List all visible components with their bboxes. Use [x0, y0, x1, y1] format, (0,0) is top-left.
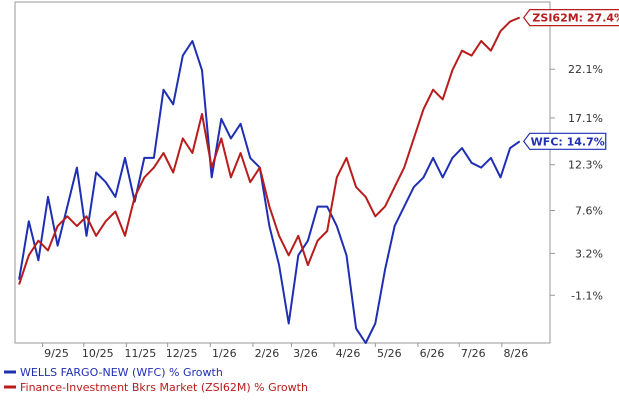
x-tick-label: 1/26: [212, 347, 237, 360]
x-tick-label: 3/26: [293, 347, 318, 360]
x-tick-label: 6/26: [420, 347, 445, 360]
x-tick-label: 8/26: [504, 347, 529, 360]
legend: WELLS FARGO-NEW (WFC) % Growth Finance-In…: [4, 366, 308, 394]
series-end-tag-box: [522, 8, 619, 27]
series-end-tag-0: WFC: 14.7%: [522, 132, 607, 150]
y-tick-label: 7.6%: [575, 204, 603, 217]
x-tick-label: 2/26: [255, 347, 280, 360]
series-end-tag-box: [522, 132, 607, 150]
y-tick-label: 22.1%: [568, 63, 603, 76]
series-end-tags: WFC: 14.7% ZSI62M: 27.4%: [522, 8, 619, 150]
legend-label: WELLS FARGO-NEW (WFC) % Growth: [20, 366, 223, 379]
y-tick-label: 17.1%: [568, 112, 603, 125]
x-tick-label: 9/25: [44, 347, 69, 360]
series-group: [18, 16, 521, 344]
y-tick-label: 3.2%: [575, 247, 603, 260]
y-tick-label: 12.3%: [568, 159, 603, 172]
x-tick-label: 10/25: [82, 347, 114, 360]
x-axis: 9/25 10/25 11/25 12/25 1/26 2/26 3/26 4/26 5/26 6…: [42, 343, 529, 360]
series-end-tag-1: ZSI62M: 27.4%: [522, 8, 619, 27]
y-axis: 22.1% 17.1% 12.3% 7.6% 3.2% -1.1%: [550, 63, 603, 302]
series-line-1: [18, 16, 521, 285]
series-line-0: [18, 40, 521, 344]
series-end-tag-label: WFC: 14.7%: [531, 135, 605, 148]
y-tick-label: -1.1%: [571, 289, 603, 302]
series-end-tag-label: ZSI62M: 27.4%: [532, 12, 619, 25]
x-tick-label: 11/25: [125, 347, 157, 360]
x-tick-label: 5/26: [377, 347, 402, 360]
legend-label: Finance-Investment Bkrs Market (ZSI62M) …: [20, 381, 308, 394]
x-tick-label: 7/26: [461, 347, 486, 360]
x-tick-label: 12/25: [166, 347, 198, 360]
x-tick-label: 4/26: [336, 347, 361, 360]
